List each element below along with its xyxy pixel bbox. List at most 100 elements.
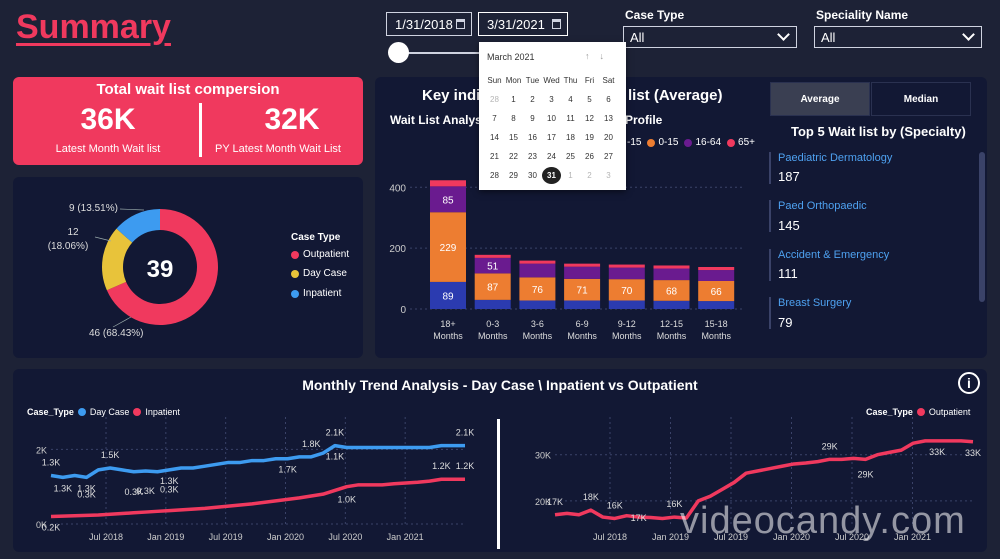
x-tick-label: Months: [567, 331, 597, 341]
donut-center-value: 39: [147, 256, 174, 283]
calendar-grid: Sun Mon Tue Wed Thu Fri Sat 28 1 2 3 4 5 6 7 8 9 10 11 12 13…: [485, 72, 618, 184]
info-icon[interactable]: i: [958, 372, 980, 394]
spec-bar: [769, 297, 771, 329]
x-tick-label: Jan 2019: [652, 532, 689, 542]
median-toggle-button[interactable]: Median: [871, 82, 971, 116]
key-panel-title-right: list (Average): [628, 87, 723, 104]
calendar-day[interactable]: 23: [528, 152, 537, 161]
calendar-day[interactable]: 11: [566, 114, 575, 123]
date-slider-track[interactable]: [398, 52, 498, 54]
calendar-icon[interactable]: [456, 19, 465, 29]
legend-label[interactable]: Outpatient: [928, 407, 971, 417]
legend-label[interactable]: Day Case: [89, 407, 130, 417]
bar-segment: [430, 281, 466, 309]
calendar-day[interactable]: 10: [547, 114, 556, 123]
calendar-day[interactable]: 3: [606, 171, 611, 180]
spec-name[interactable]: Paediatric Dermatology: [778, 152, 893, 164]
legend-daycase[interactable]: Day Case: [291, 268, 347, 279]
calendar-day[interactable]: 6: [606, 95, 611, 104]
y-tick-label: 0K: [36, 520, 47, 530]
calendar-day[interactable]: 21: [490, 152, 499, 161]
page-title: Summary: [16, 8, 171, 46]
calendar-day[interactable]: 15: [509, 133, 518, 142]
spec-name[interactable]: Accident & Emergency: [778, 249, 890, 261]
donut-legend-title: Case Type: [291, 232, 341, 243]
calendar-day[interactable]: 28: [490, 171, 499, 180]
calendar-day[interactable]: 3: [549, 95, 554, 104]
line-data-label: 2.1K: [326, 428, 345, 438]
line-data-label: 1.8K: [302, 439, 321, 449]
legend-m15[interactable]: -15: [627, 137, 641, 148]
bar-data-label: 89: [442, 291, 454, 302]
legend-label: 0-15: [658, 137, 679, 148]
calendar-day[interactable]: 2: [530, 95, 535, 104]
calendar-day[interactable]: 12: [585, 114, 594, 123]
bar-segment: [608, 279, 645, 301]
x-tick-label: 6-9: [576, 319, 589, 329]
calendar-day[interactable]: 16: [528, 133, 537, 142]
calendar-day[interactable]: 1: [568, 171, 573, 180]
bar-segment: [653, 268, 690, 281]
calendar-day[interactable]: 5: [587, 95, 592, 104]
bar-data-label: 71: [577, 286, 589, 297]
calendar-day[interactable]: 25: [566, 152, 575, 161]
trend-title: Monthly Trend Analysis - Day Case \ Inpa…: [302, 377, 698, 393]
average-toggle-button[interactable]: Average: [770, 82, 870, 116]
x-tick-label: Jul 2019: [714, 532, 748, 542]
spec-name[interactable]: Breast Surgery: [778, 297, 852, 309]
legend-0-15[interactable]: 0-15: [647, 137, 678, 148]
calendar-day[interactable]: 19: [585, 133, 594, 142]
line-data-label: 1.7K: [278, 465, 297, 475]
line-series-outpatient: [554, 439, 974, 521]
kpi-py-label: PY Latest Month Wait List: [215, 143, 341, 155]
x-tick-label: Months: [523, 331, 553, 341]
date-slider-handle[interactable]: [388, 42, 409, 63]
calendar-nav[interactable]: ↑↓: [585, 51, 614, 61]
date-start-input[interactable]: 1/31/2018: [386, 12, 472, 36]
calendar-day[interactable]: 2: [587, 171, 592, 180]
date-end-input[interactable]: 3/31/2021: [478, 12, 568, 36]
case-type-dropdown[interactable]: All: [623, 26, 797, 48]
legend-outpatient[interactable]: Outpatient: [291, 249, 349, 260]
spec-name[interactable]: Paed Orthopaedic: [778, 200, 867, 212]
calendar-day[interactable]: 7: [492, 114, 497, 123]
top5-scrollbar[interactable]: [979, 152, 985, 302]
arrow-up-icon[interactable]: ↑: [585, 51, 600, 61]
calendar-day[interactable]: 9: [530, 114, 535, 123]
chevron-down-icon: [777, 28, 790, 41]
line-data-label: 1.2K: [456, 461, 475, 471]
calendar-day[interactable]: 30: [528, 171, 537, 180]
legend-16-64[interactable]: 16-64: [684, 137, 721, 148]
bar-segment: [608, 267, 645, 280]
trend-left-chart[interactable]: 0K 2K Jul 2018 Jan 2019 Jul 2019 Jan 2020 Jul …: [13, 369, 493, 552]
case-type-label: Case Type: [625, 8, 685, 22]
calendar-day[interactable]: 26: [585, 152, 594, 161]
calendar-day[interactable]: 22: [509, 152, 518, 161]
date-picker-popup[interactable]: March 2021 ↑↓ Sun Mon Tue Wed Thu Fri Sat 28 1 2 3…: [479, 42, 626, 190]
calendar-day[interactable]: 29: [509, 171, 518, 180]
calendar-day[interactable]: 18: [566, 133, 575, 142]
calendar-day[interactable]: 14: [490, 133, 499, 142]
calendar-day[interactable]: 20: [604, 133, 613, 142]
legend-inpatient[interactable]: Inpatient: [291, 288, 341, 299]
calendar-icon[interactable]: [552, 19, 561, 29]
watermark: videocandy.com: [680, 500, 966, 542]
calendar-day[interactable]: 13: [604, 114, 613, 123]
calendar-day[interactable]: 8: [511, 114, 516, 123]
arrow-down-icon[interactable]: ↓: [599, 51, 614, 61]
x-tick-label: Jul 2018: [593, 532, 627, 542]
calendar-day[interactable]: 27: [604, 152, 613, 161]
calendar-day[interactable]: 4: [568, 95, 573, 104]
calendar-day[interactable]: 31: [542, 167, 561, 184]
calendar-day[interactable]: 17: [547, 133, 556, 142]
calendar-day[interactable]: 1: [511, 95, 516, 104]
speciality-dropdown[interactable]: All: [814, 26, 982, 48]
bar-chart[interactable]: 0200400892298518+Months87510-3Months763-…: [375, 77, 770, 358]
calendar-day[interactable]: 24: [547, 152, 556, 161]
calendar-day[interactable]: 28: [490, 95, 499, 104]
legend-65plus[interactable]: 65+: [727, 137, 755, 148]
donut-chart[interactable]: 39 9 (13.51%) 12 (18.06%) 46 (68.43%): [13, 177, 363, 358]
trend-right-chart[interactable]: 20K 30K Jul 2018 Jan 2019 Jul 2019 Jan 2020 Ju…: [503, 369, 987, 552]
y-tick-label: 400: [389, 183, 406, 194]
legend-label[interactable]: Inpatient: [145, 407, 180, 417]
